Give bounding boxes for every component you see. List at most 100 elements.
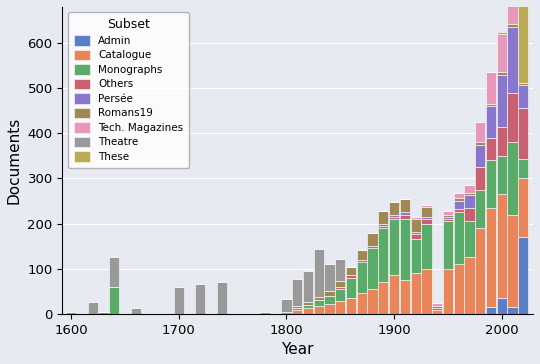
Bar [454, 264, 464, 314]
Bar [443, 214, 453, 217]
Bar [475, 190, 485, 228]
X-axis label: Year: Year [281, 342, 314, 357]
Bar [432, 306, 442, 308]
Bar [421, 223, 431, 269]
Bar [518, 83, 529, 85]
Bar [497, 127, 507, 156]
Bar [421, 219, 431, 223]
Legend: Admin, Catalogue, Monographs, Others, Persée, Romans19, Tech. Magazines, Theatre: Admin, Catalogue, Monographs, Others, Pe… [68, 12, 189, 168]
Bar [454, 209, 464, 212]
Bar [486, 104, 496, 106]
Bar [475, 167, 485, 190]
Bar [508, 214, 518, 307]
Bar [486, 307, 496, 314]
Bar [464, 257, 475, 314]
Bar [389, 202, 399, 214]
Bar [508, 0, 518, 24]
Bar [497, 72, 507, 75]
Bar [518, 159, 529, 178]
Bar [378, 211, 388, 223]
Bar [303, 305, 313, 308]
Bar [508, 142, 518, 214]
Bar [518, 0, 529, 83]
Bar [475, 142, 485, 145]
Bar [432, 310, 442, 314]
Bar [497, 156, 507, 194]
Bar [325, 296, 335, 304]
Bar [464, 195, 475, 208]
Bar [109, 287, 119, 314]
Bar [486, 208, 496, 307]
Bar [518, 237, 529, 314]
Bar [303, 302, 313, 305]
Bar [497, 34, 507, 72]
Bar [292, 278, 302, 306]
Bar [432, 308, 442, 310]
Bar [325, 291, 335, 296]
Bar [368, 233, 377, 246]
Bar [378, 282, 388, 314]
Bar [357, 293, 367, 314]
Bar [486, 106, 496, 138]
Bar [421, 207, 431, 217]
Bar [518, 178, 529, 237]
Bar [378, 226, 388, 228]
Bar [292, 310, 302, 314]
Bar [410, 239, 421, 273]
Bar [486, 138, 496, 161]
Bar [281, 299, 292, 312]
Bar [325, 304, 335, 314]
Bar [109, 257, 119, 287]
Bar [260, 312, 270, 314]
Bar [464, 208, 475, 221]
Bar [174, 287, 184, 314]
Bar [443, 219, 453, 221]
Bar [389, 217, 399, 219]
Bar [292, 306, 302, 308]
Bar [217, 282, 227, 314]
Bar [292, 308, 302, 310]
Bar [454, 201, 464, 209]
Bar [486, 161, 496, 208]
Bar [195, 284, 205, 314]
Bar [508, 24, 518, 27]
Y-axis label: Documents: Documents [7, 117, 22, 204]
Bar [475, 122, 485, 142]
Bar [410, 217, 421, 219]
Bar [346, 276, 356, 278]
Bar [314, 306, 324, 314]
Bar [357, 260, 367, 262]
Bar [486, 72, 496, 104]
Bar [421, 217, 431, 219]
Bar [410, 219, 421, 232]
Bar [443, 269, 453, 314]
Bar [357, 250, 367, 260]
Bar [443, 211, 453, 214]
Bar [497, 298, 507, 314]
Bar [335, 281, 346, 287]
Bar [335, 289, 346, 301]
Bar [497, 75, 507, 127]
Bar [389, 214, 399, 217]
Bar [400, 199, 410, 212]
Bar [454, 193, 464, 198]
Bar [400, 280, 410, 314]
Bar [421, 205, 431, 207]
Bar [66, 312, 76, 314]
Bar [325, 264, 335, 291]
Bar [357, 262, 367, 293]
Bar [346, 267, 356, 276]
Bar [303, 308, 313, 314]
Bar [421, 269, 431, 314]
Bar [454, 212, 464, 264]
Bar [518, 108, 529, 159]
Bar [410, 232, 421, 234]
Bar [368, 248, 377, 289]
Bar [475, 228, 485, 314]
Bar [303, 271, 313, 302]
Bar [314, 297, 324, 300]
Bar [335, 301, 346, 314]
Bar [281, 312, 292, 314]
Bar [346, 278, 356, 298]
Bar [314, 249, 324, 297]
